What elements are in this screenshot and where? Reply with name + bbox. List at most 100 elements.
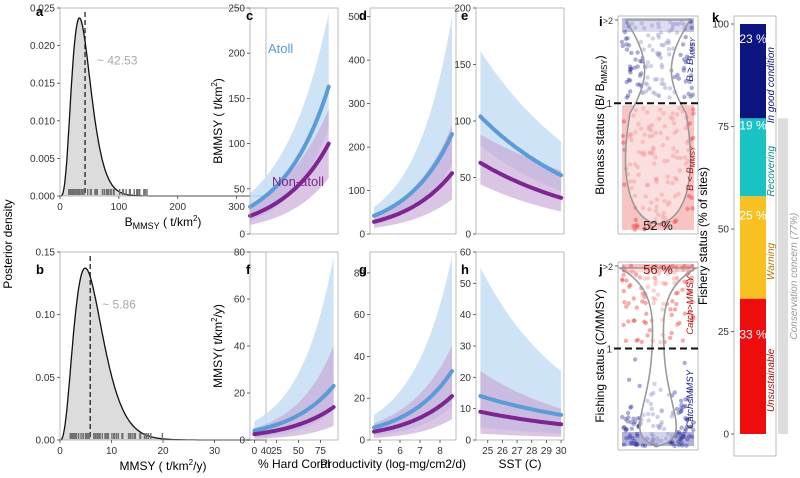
- site-point: [675, 72, 680, 78]
- site-point: [632, 193, 638, 198]
- site-point: [660, 280, 666, 286]
- site-point: [683, 126, 688, 131]
- site-point: [642, 276, 647, 281]
- site-point: [656, 93, 662, 99]
- site-point: [627, 132, 633, 137]
- g-x-axis-label: Productivity (log-mg/cm2/d): [320, 457, 466, 471]
- site-point: [637, 274, 643, 280]
- site-point: [653, 155, 658, 160]
- site-point: [642, 443, 648, 448]
- segment-name-label: Recovering: [766, 146, 777, 197]
- site-point: [674, 301, 679, 307]
- site-point: [650, 151, 655, 156]
- panel-label-h: h: [461, 262, 469, 277]
- site-point: [637, 383, 642, 389]
- plot-border: [59, 7, 267, 197]
- site-point: [626, 93, 631, 98]
- site-point: [685, 280, 690, 285]
- plot-border: [369, 251, 457, 441]
- site-point: [642, 319, 647, 324]
- site-point: [661, 81, 667, 87]
- site-point: [673, 21, 678, 27]
- site-point: [655, 436, 660, 441]
- site-point: [661, 111, 666, 116]
- site-point: [621, 288, 626, 294]
- site-point: [639, 21, 644, 26]
- y-tick-label: 40: [234, 342, 246, 353]
- site-point: [628, 282, 633, 288]
- upper-annotation-main: Catch>MMSY: [685, 275, 696, 335]
- site-point: [631, 224, 636, 229]
- bar-segment-warning: [740, 196, 766, 299]
- site-point: [628, 70, 633, 75]
- site-point: [689, 275, 694, 280]
- x-tick-label: 30: [209, 446, 221, 457]
- site-point: [652, 381, 657, 387]
- site-point: [681, 65, 687, 71]
- site-point: [675, 112, 680, 117]
- plot-border: [617, 15, 699, 235]
- x-tick-label: 100: [111, 202, 128, 213]
- site-point: [656, 271, 661, 276]
- site-point: [677, 320, 682, 326]
- site-point: [653, 282, 658, 287]
- series-line-non-atoll: [252, 405, 336, 437]
- site-point: [669, 312, 674, 318]
- c-y-axis-label: BMMSY ( t/km2): [210, 78, 225, 164]
- site-point: [653, 217, 658, 222]
- site-point: [629, 426, 634, 431]
- site-point: [638, 126, 644, 131]
- site-point: [689, 42, 695, 47]
- site-point: [631, 421, 636, 427]
- y-tick-label: 50: [460, 173, 472, 184]
- site-point: [674, 406, 680, 412]
- site-point: [628, 89, 633, 94]
- site-point: [632, 25, 638, 30]
- site-point: [635, 82, 640, 87]
- site-point: [624, 436, 629, 441]
- site-point: [661, 43, 666, 48]
- site-point: [672, 307, 678, 312]
- site-point: [689, 424, 694, 429]
- panel-label-c: c: [246, 8, 253, 23]
- x-tick-label: 25: [271, 446, 283, 457]
- site-point: [670, 180, 675, 186]
- site-point: [639, 151, 645, 156]
- site-point: [658, 55, 663, 60]
- site-point: [670, 153, 676, 158]
- x-tick-label: 25: [482, 446, 494, 457]
- site-point: [637, 275, 643, 280]
- site-point: [631, 318, 636, 323]
- site-point: [656, 35, 662, 40]
- site-point: [638, 39, 644, 45]
- y-tick-label: 100: [228, 139, 245, 150]
- site-point: [663, 281, 668, 287]
- site-point: [630, 435, 635, 441]
- site-point: [621, 272, 626, 278]
- site-point: [683, 155, 688, 160]
- site-point: [620, 278, 625, 283]
- site-point: [666, 431, 671, 437]
- y-tick-label: 250: [228, 4, 245, 15]
- site-point: [646, 124, 652, 129]
- site-point: [650, 412, 656, 417]
- site-point: [642, 26, 647, 31]
- ci-band-non-atoll: [374, 125, 452, 228]
- site-point: [682, 94, 687, 100]
- site-point: [673, 176, 678, 181]
- site-point: [654, 197, 660, 202]
- site-point: [675, 275, 680, 280]
- site-point: [679, 425, 684, 430]
- site-point: [685, 140, 690, 146]
- y-tick-label: 40: [354, 352, 366, 363]
- site-point: [629, 269, 635, 274]
- x-axis-label-main: MMSY: [120, 459, 156, 473]
- site-point: [652, 161, 657, 166]
- site-point: [624, 95, 629, 100]
- site-point: [656, 268, 661, 274]
- site-point: [678, 436, 684, 442]
- segment-percent-label: 23 %: [739, 32, 767, 46]
- site-point: [655, 77, 660, 82]
- site-point: [666, 47, 672, 52]
